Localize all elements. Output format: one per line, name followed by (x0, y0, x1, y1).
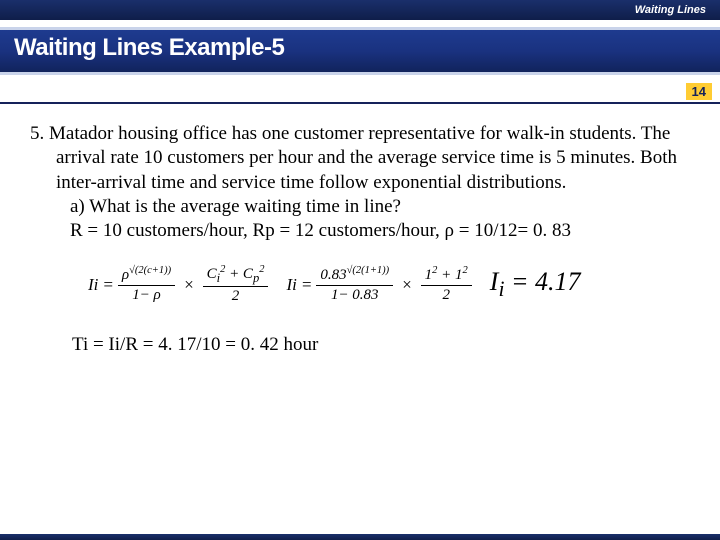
fraction: ρ√(2(c+1)) 1− ρ (118, 265, 175, 305)
page-number-row: 14 (0, 82, 720, 104)
fraction: 0.83√(2(1+1)) 1− 0.83 (316, 265, 393, 305)
denominator: 1− ρ (128, 287, 165, 304)
fraction: Ci2 + Cp2 2 (203, 264, 269, 306)
lhs: Ii (88, 274, 98, 296)
lhs: Ii (286, 274, 296, 296)
times-icon: × (397, 274, 416, 296)
slide-body: 5. Matador housing office has one custom… (0, 104, 720, 358)
numerator: Ci2 + Cp2 (203, 264, 269, 285)
fraction: 12 + 12 2 (421, 265, 472, 305)
result-value: Ii = 4.17 (490, 265, 581, 304)
formula-numeric: Ii = 0.83√(2(1+1)) 1− 0.83 × 12 + 12 2 (286, 265, 471, 305)
denominator: 2 (438, 287, 454, 304)
denominator: 2 (228, 288, 244, 305)
context-bar: Waiting Lines (0, 0, 720, 20)
problem-statement: 5. Matador housing office has one custom… (30, 122, 690, 195)
given-values: R = 10 customers/hour, Rp = 12 customers… (30, 219, 690, 243)
decorative-stripe (0, 72, 720, 75)
page-number-badge: 14 (686, 83, 712, 100)
title-bar: Waiting Lines Example-5 (0, 20, 720, 82)
equals: = (301, 274, 312, 296)
times-icon: × (179, 274, 198, 296)
footer-rule (0, 534, 720, 540)
equals: = (102, 274, 113, 296)
context-label: Waiting Lines (635, 4, 706, 16)
denominator: 1− 0.83 (327, 287, 383, 304)
numerator: 0.83√(2(1+1)) (316, 265, 393, 284)
numerator: ρ√(2(c+1)) (118, 265, 175, 284)
equation-row: Ii = ρ√(2(c+1)) 1− ρ × Ci2 + Cp2 2 Ii = … (88, 264, 690, 306)
slide-title: Waiting Lines Example-5 (14, 34, 284, 62)
question-a: a) What is the average waiting time in l… (30, 195, 690, 219)
numerator: 12 + 12 (421, 265, 472, 284)
formula-generic: Ii = ρ√(2(c+1)) 1− ρ × Ci2 + Cp2 2 (88, 264, 268, 306)
final-answer: Ti = Ii/R = 4. 17/10 = 0. 42 hour (30, 333, 690, 357)
